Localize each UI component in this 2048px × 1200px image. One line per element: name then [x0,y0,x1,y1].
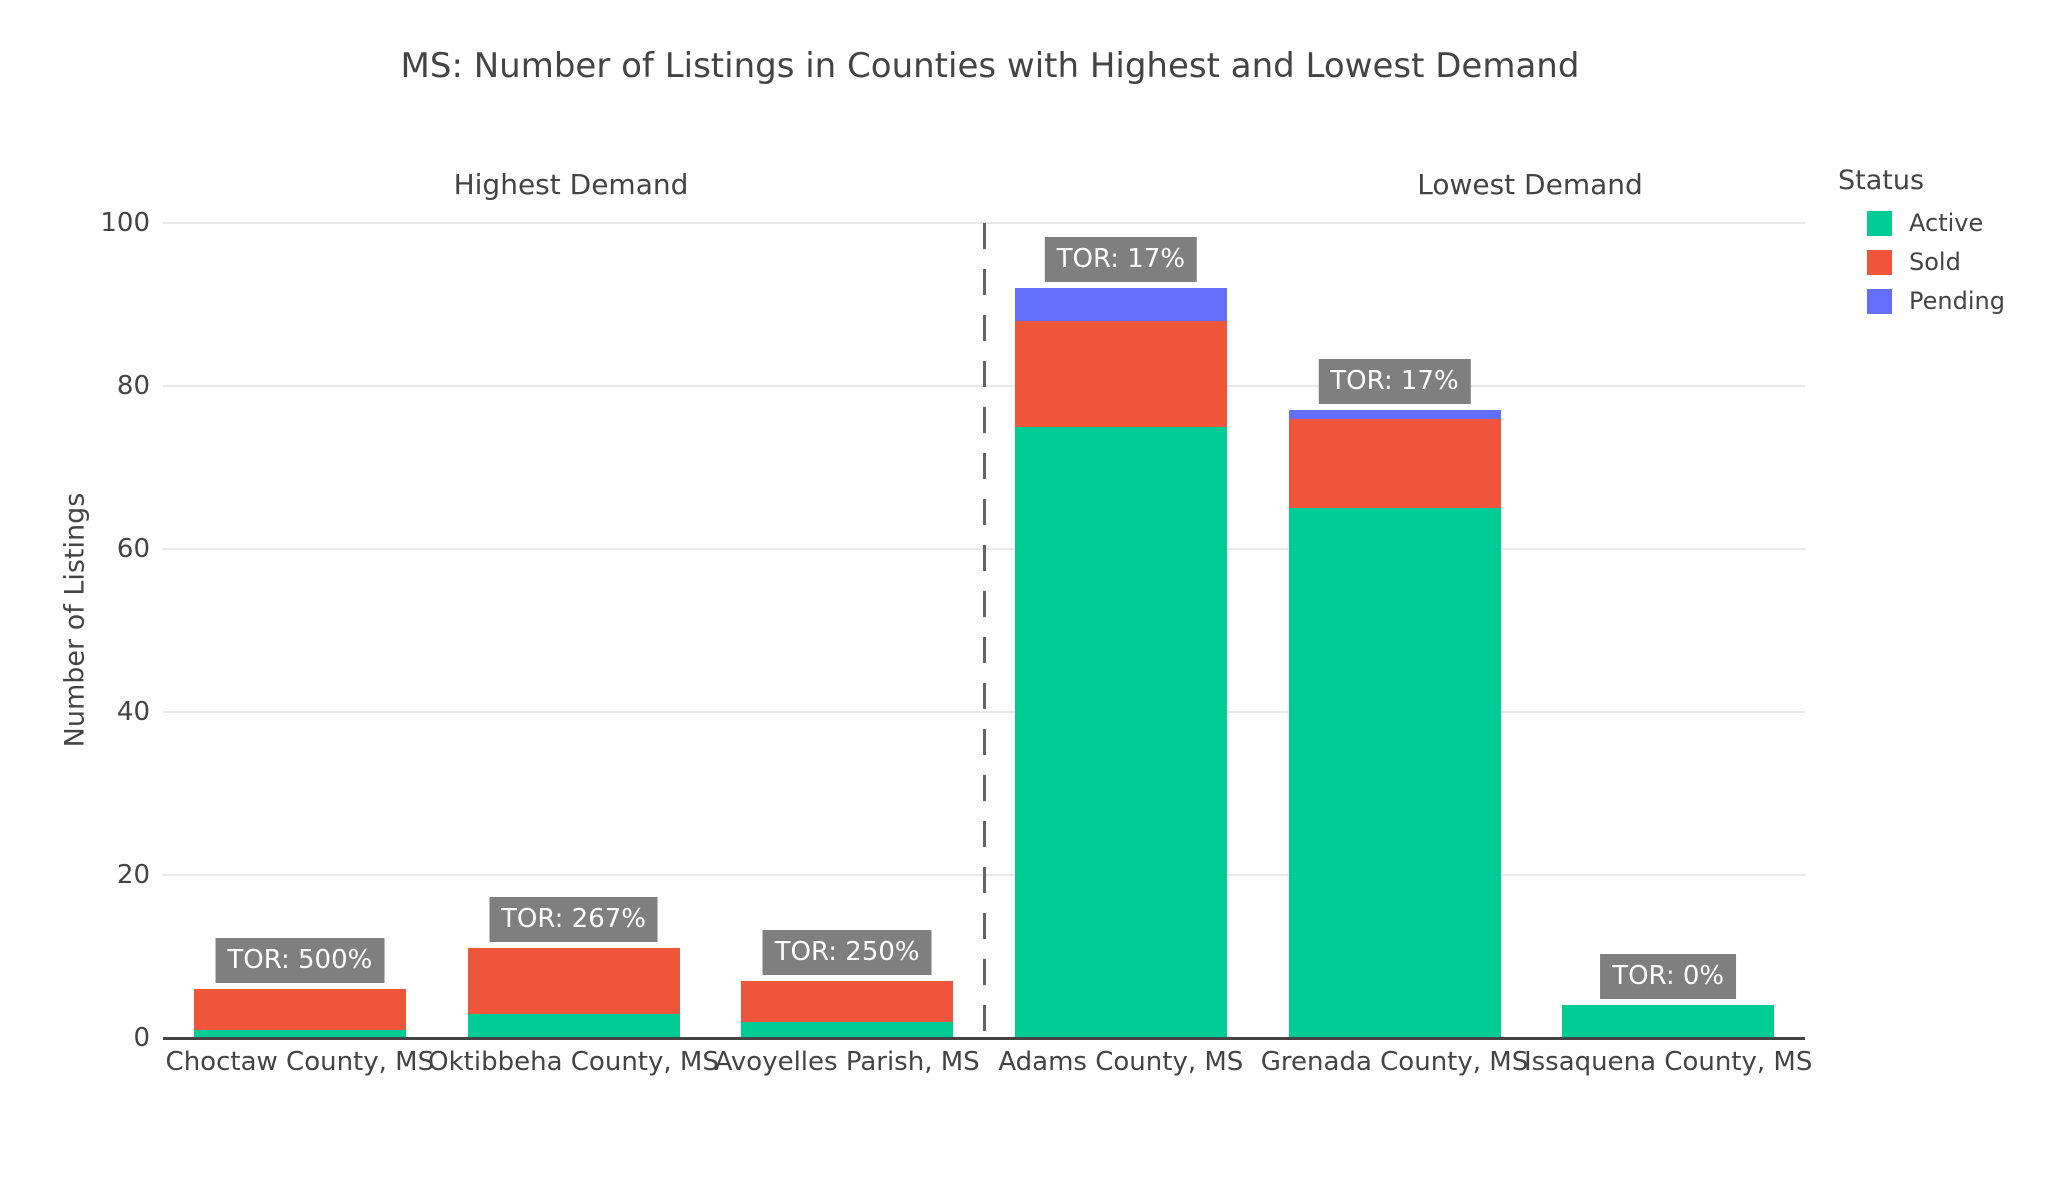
x-tick-label-choctaw-county-ms: Choctaw County, MS [165,1047,435,1077]
bar-grenada-county-ms-pending[interactable] [1288,410,1501,419]
x-tick-label-adams-county-ms: Adams County, MS [998,1047,1244,1077]
y-tick-label-40: 40 [116,697,150,727]
section-header-highest-demand: Highest Demand [453,168,689,201]
x-axis-line [163,1037,1805,1040]
chart-title: MS: Number of Listings in Counties with … [400,46,1580,86]
bar-choctaw-county-ms-sold[interactable] [193,989,406,1030]
bar-avoyelles-parish-ms-active[interactable] [741,1021,954,1038]
bar-adams-county-ms-active[interactable] [1014,426,1227,1038]
bar-oktibbeha-county-ms-active[interactable] [467,1013,680,1038]
tor-annotation-adams-county-ms: TOR: 17% [1044,237,1198,283]
y-tick-label-0: 0 [133,1023,150,1053]
y-tick-label-20: 20 [116,860,150,890]
bar-issaquena-county-ms-active[interactable] [1562,1005,1775,1038]
bar-grenada-county-ms-sold[interactable] [1288,418,1501,509]
x-tick-label-grenada-county-ms: Grenada County, MS [1260,1047,1529,1077]
legend: Status Active Sold Pending [1838,165,2005,314]
tor-annotation-issaquena-county-ms: TOR: 0% [1600,954,1737,1000]
y-tick-label-100: 100 [100,208,150,238]
legend-swatch-active [1867,210,1892,236]
legend-title: Status [1838,165,1925,196]
legend-item-sold[interactable]: Sold [1867,249,2005,275]
section-divider-line [982,223,986,1038]
legend-label-sold: Sold [1909,248,1961,276]
legend-swatch-sold [1867,249,1892,275]
bar-oktibbeha-county-ms-sold[interactable] [467,948,680,1014]
bar-adams-county-ms-pending[interactable] [1014,288,1227,321]
x-tick-label-avoyelles-parish-ms: Avoyelles Parish, MS [714,1047,980,1077]
bar-avoyelles-parish-ms-sold[interactable] [741,980,954,1022]
x-tick-label-oktibbeha-county-ms: Oktibbeha County, MS [428,1047,719,1077]
y-tick-label-60: 60 [116,534,150,564]
bar-adams-county-ms-sold[interactable] [1014,320,1227,427]
section-header-lowest-demand: Lowest Demand [1417,168,1643,201]
legend-swatch-pending [1867,288,1892,314]
legend-label-pending: Pending [1909,287,2005,315]
legend-item-pending[interactable]: Pending [1867,288,2005,314]
legend-label-active: Active [1909,209,1984,237]
x-tick-label-issaquena-county-ms: Issaquena County, MS [1523,1047,1813,1077]
tor-annotation-grenada-county-ms: TOR: 17% [1318,359,1471,405]
bar-choctaw-county-ms-active[interactable] [193,1029,406,1038]
y-tick-label-80: 80 [116,371,150,401]
legend-item-active[interactable]: Active [1867,210,2005,236]
bar-grenada-county-ms-active[interactable] [1288,508,1501,1038]
tor-annotation-choctaw-county-ms: TOR: 500% [215,938,385,984]
tor-annotation-oktibbeha-county-ms: TOR: 267% [489,897,658,943]
tor-annotation-avoyelles-parish-ms: TOR: 250% [762,929,932,975]
